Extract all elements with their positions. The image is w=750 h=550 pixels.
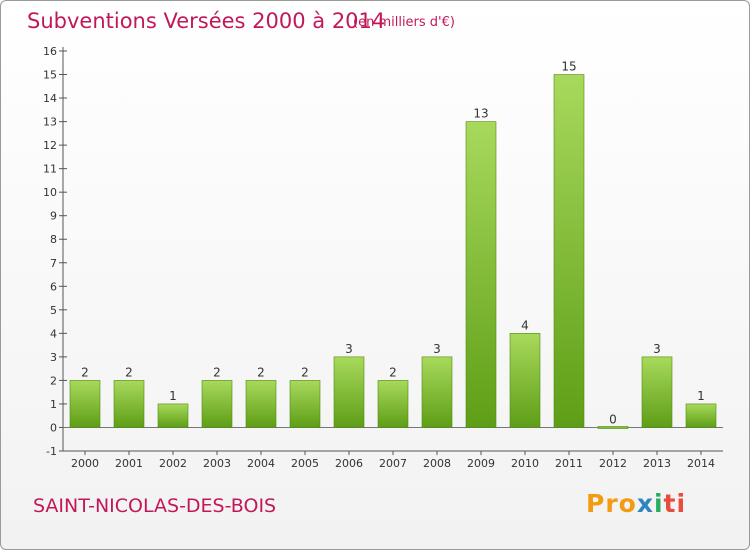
- bar-2005: [289, 380, 321, 428]
- x-tick-label: 2007: [379, 457, 407, 470]
- y-tick-label: 1: [50, 398, 57, 411]
- y-tick-label: 14: [43, 92, 57, 105]
- x-tick-label: 2004: [247, 457, 275, 470]
- bar-2014: [685, 403, 717, 428]
- bar-2009: [465, 121, 497, 428]
- y-tick-label: 9: [50, 210, 57, 223]
- x-tick-label: 2014: [687, 457, 715, 470]
- y-tick-label: 6: [50, 280, 57, 293]
- y-tick-label: 16: [43, 45, 57, 58]
- x-tick-label: 2000: [71, 457, 99, 470]
- chart-subtitle: (en milliers d'€): [353, 15, 455, 30]
- bar-2004: [245, 380, 277, 428]
- value-label: 3: [653, 342, 661, 356]
- bar-2010: [509, 333, 541, 428]
- y-tick-label: -1: [46, 445, 57, 458]
- x-tick-label: 2001: [115, 457, 143, 470]
- value-label: 4: [521, 318, 529, 332]
- logo-part-4: ti: [663, 489, 687, 518]
- y-tick-label: 5: [50, 304, 57, 317]
- value-label: 2: [81, 365, 89, 379]
- y-tick-label: 8: [50, 233, 57, 246]
- value-label: 2: [301, 365, 309, 379]
- x-tick-label: 2010: [511, 457, 539, 470]
- logo-part-3: i: [653, 489, 664, 518]
- value-label: 2: [125, 365, 133, 379]
- bar-2003: [201, 380, 233, 428]
- x-tick-label: 2013: [643, 457, 671, 470]
- x-tick-label: 2006: [335, 457, 363, 470]
- x-tick-label: 2003: [203, 457, 231, 470]
- proxiti-logo: Proxiti: [586, 489, 686, 518]
- y-tick-label: 10: [43, 186, 57, 199]
- bar-2007: [377, 380, 409, 428]
- value-label: 0: [609, 412, 617, 426]
- x-tick-label: 2008: [423, 457, 451, 470]
- bar-2011: [553, 74, 585, 428]
- bar-2006: [333, 356, 365, 428]
- value-label: 13: [473, 107, 488, 121]
- value-label: 1: [697, 389, 705, 403]
- bar-2000: [69, 380, 101, 428]
- value-label: 1: [169, 389, 177, 403]
- value-labels: 2 2 1 2 2 2 3 2 3 13 4 15 0 3 1: [81, 60, 705, 427]
- value-label: 15: [561, 60, 576, 74]
- x-tick-label: 2012: [599, 457, 627, 470]
- bar-2013: [641, 356, 673, 428]
- y-tick-label: 11: [43, 163, 57, 176]
- y-tick-label: 4: [50, 327, 57, 340]
- logo-part-2: x: [636, 489, 654, 518]
- value-label: 3: [433, 342, 441, 356]
- bar-2012: [597, 426, 629, 429]
- y-tick-label: 7: [50, 257, 57, 270]
- logo-part-1: Pro: [586, 489, 637, 518]
- value-label: 2: [257, 365, 265, 379]
- y-tick-label: 2: [50, 374, 57, 387]
- x-tick-label: 2002: [159, 457, 187, 470]
- value-label: 2: [213, 365, 221, 379]
- bar-2002: [157, 403, 189, 428]
- commune-name: SAINT-NICOLAS-DES-BOIS: [33, 495, 277, 517]
- y-tick-label: 15: [43, 69, 57, 82]
- bar-2001: [113, 380, 145, 428]
- y-tick-label: 13: [43, 116, 57, 129]
- x-tick-label: 2005: [291, 457, 319, 470]
- chart-title: Subventions Versées 2000 à 2014: [27, 9, 386, 33]
- y-tick-label: 12: [43, 139, 57, 152]
- y-tick-label: 0: [50, 421, 57, 434]
- y-tick-label: 3: [50, 351, 57, 364]
- value-label: 2: [389, 365, 397, 379]
- x-tick-label: 2011: [555, 457, 583, 470]
- bar-2008: [421, 356, 453, 428]
- bars: [69, 74, 717, 429]
- value-label: 3: [345, 342, 353, 356]
- x-tick-label: 2009: [467, 457, 495, 470]
